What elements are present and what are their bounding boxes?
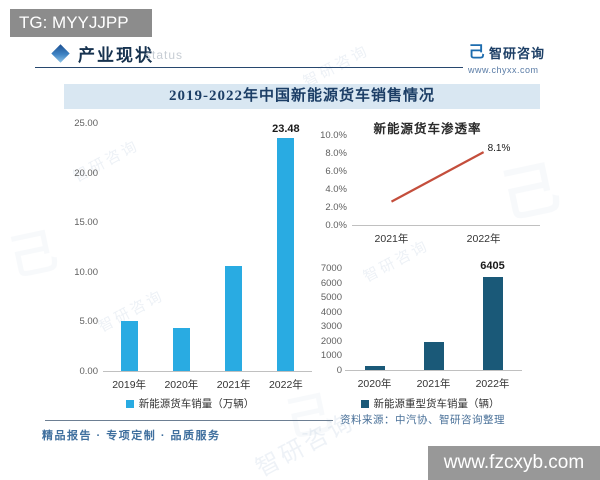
y-axis-tick: 2000 xyxy=(320,335,342,347)
bar-2022年 xyxy=(277,138,295,371)
y-axis-tick: 1000 xyxy=(320,350,342,362)
line-value-label: 8.1% xyxy=(487,143,511,155)
footer-divider xyxy=(45,420,333,421)
data-source-note: 资料来源：中汽协、智研咨询整理 xyxy=(340,414,505,426)
footer-tagline: 精品报告 · 专项定制 · 品质服务 xyxy=(42,430,221,442)
y-axis-tick: 5.00 xyxy=(79,316,99,328)
section-title: 产业现状 xyxy=(78,46,154,65)
y-axis-tick: 4000 xyxy=(320,306,342,318)
bar-2020年 xyxy=(364,366,385,370)
legend-label: 新能源货车销量（万辆） xyxy=(138,398,255,410)
y-axis-tick: 0.00 xyxy=(79,366,99,377)
y-axis-tick: 4.0% xyxy=(325,184,347,195)
legend-label: 新能源重型货车销量（辆） xyxy=(373,398,500,410)
x-axis-label: 2021年 xyxy=(416,378,451,390)
y-axis-tick: 0.0% xyxy=(325,220,347,231)
y-axis-tick: 25.00 xyxy=(74,118,98,129)
bar-2020年 xyxy=(172,328,190,371)
x-axis-label: 2020年 xyxy=(357,378,392,390)
bar-2019年 xyxy=(120,321,138,371)
brand-name: 智研咨询 xyxy=(489,46,546,61)
brand-url: www.chyxx.com xyxy=(468,65,539,75)
x-axis-label: 2020年 xyxy=(164,379,199,391)
legend-marker-cyan xyxy=(125,400,134,408)
y-axis-tick: 3000 xyxy=(320,321,342,333)
y-axis-tick: 10.0% xyxy=(320,130,347,141)
legend-heavy-truck: 新能源重型货车销量（辆） xyxy=(330,396,530,411)
legend-truck-sales: 新能源货车销量（万辆） xyxy=(75,396,305,411)
x-axis-label: 2022年 xyxy=(466,233,501,245)
x-axis-label: 2021年 xyxy=(374,233,409,245)
status-ghost-text: status xyxy=(145,48,184,62)
x-axis-line xyxy=(103,371,312,372)
line-chart-title: 新能源货车渗透率 xyxy=(373,122,482,136)
x-axis-label: 2022年 xyxy=(268,379,303,391)
y-axis-tick: 10.00 xyxy=(74,266,98,278)
header-divider xyxy=(35,67,463,68)
y-axis-tick: 6.0% xyxy=(325,166,347,177)
ghost-watermark-text: 智研咨询 xyxy=(70,136,143,186)
bar-value-label: 23.48 xyxy=(272,123,300,136)
ghost-logo-icon: 己 xyxy=(4,224,63,287)
y-axis-tick: 20.00 xyxy=(74,167,98,179)
bar-2021年 xyxy=(225,265,243,371)
zhiyan-logo-icon: 己 xyxy=(468,44,485,61)
y-axis-tick: 5000 xyxy=(320,292,342,304)
bar-2022年 xyxy=(482,276,503,370)
chart-main-title: 2019-2022年中国新能源货车销售情况 xyxy=(64,84,540,109)
y-axis-tick: 8.0% xyxy=(325,148,347,159)
x-axis-line xyxy=(345,370,522,371)
x-axis-label: 2019年 xyxy=(112,379,147,391)
legend-marker-teal xyxy=(360,400,369,408)
x-axis-label: 2021年 xyxy=(216,379,251,391)
tg-watermark: TG: MYYJJPP xyxy=(10,9,152,37)
y-axis-tick: 6000 xyxy=(320,277,342,289)
brand-logo: 己智研咨询 www.chyxx.com xyxy=(468,43,588,75)
y-axis-tick: 0 xyxy=(336,365,342,376)
y-axis-tick: 15.00 xyxy=(74,217,98,229)
x-axis-line xyxy=(352,225,540,226)
bar-2021年 xyxy=(423,342,444,370)
bar-value-label: 6405 xyxy=(480,259,505,272)
y-axis-tick: 7000 xyxy=(320,263,342,274)
x-axis-label: 2022年 xyxy=(475,378,510,390)
y-axis-tick: 2.0% xyxy=(325,202,347,213)
diamond-icon xyxy=(51,44,70,63)
site-watermark: www.fzcxyb.com xyxy=(428,446,600,480)
